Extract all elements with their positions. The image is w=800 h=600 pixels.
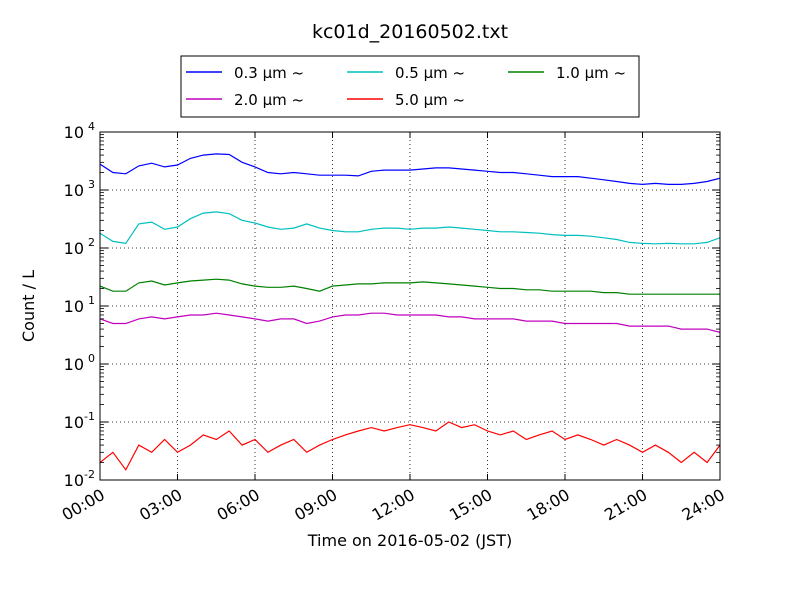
legend-label: 0.3 μm ~ — [234, 64, 304, 82]
series-lines — [100, 153, 720, 471]
y-tick-exponent: 4 — [88, 120, 95, 133]
series-line — [100, 211, 720, 245]
y-tick-exponent: 2 — [88, 236, 95, 249]
y-tick-exponent: 1 — [88, 294, 95, 307]
legend-label: 2.0 μm ~ — [234, 91, 304, 109]
y-tick-exponent: 3 — [88, 178, 95, 191]
y-tick-label: 10 — [64, 471, 84, 490]
series-line — [100, 278, 720, 295]
series-line — [100, 312, 720, 333]
legend-label: 0.5 μm ~ — [395, 64, 465, 82]
x-axis-label: Time on 2016-05-02 (JST) — [307, 531, 512, 550]
legend: 0.3 μm ~ 0.5 μm ~ 1.0 μm ~ 2.0 μm ~ 5.0 μm ~ — [180, 55, 640, 118]
y-tick-label: 10 — [64, 123, 84, 142]
y-axis-label: Count / L — [19, 270, 38, 342]
y-tick-label: 10 — [64, 181, 84, 200]
legend-label: 1.0 μm ~ — [556, 64, 626, 82]
y-tick-label: 10 — [64, 355, 84, 374]
legend-label: 5.0 μm ~ — [395, 91, 465, 109]
y-tick-label: 10 — [64, 239, 84, 258]
y-tick-exponent: -1 — [84, 410, 95, 423]
chart-title: kc01d_20160502.txt — [312, 21, 508, 43]
series-line — [100, 153, 720, 186]
series-line — [100, 421, 720, 471]
y-tick-exponent: 0 — [88, 352, 95, 365]
legend-box — [180, 55, 640, 118]
y-tick-label: 10 — [64, 297, 84, 316]
y-tick-label: 10 — [64, 413, 84, 432]
y-tick-exponent: -2 — [84, 468, 95, 481]
